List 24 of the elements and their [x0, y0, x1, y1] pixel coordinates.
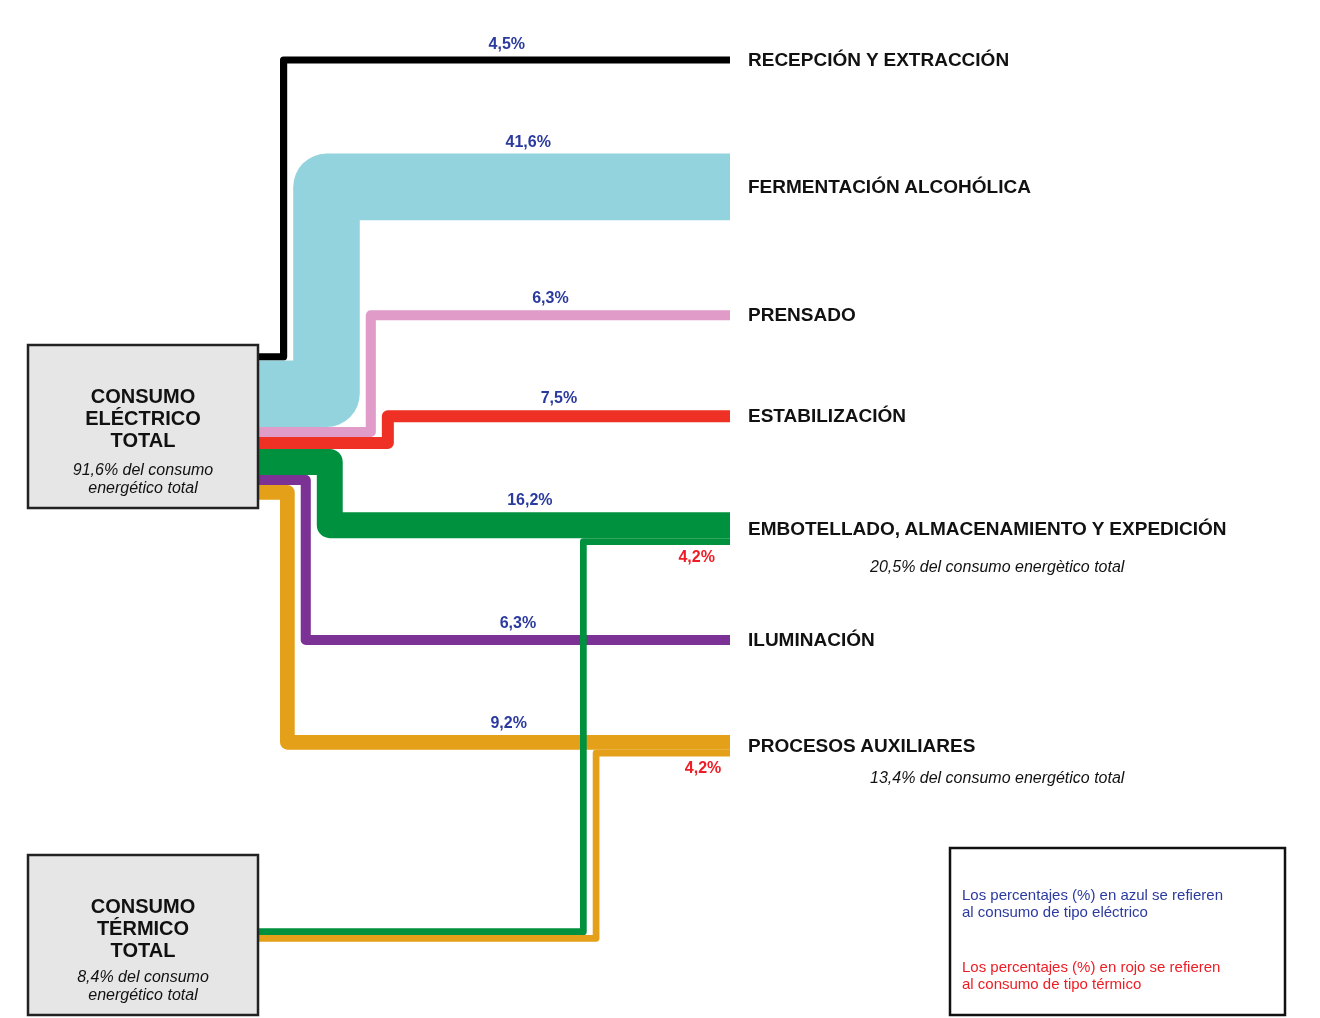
- data-label: 41,6%: [505, 132, 551, 150]
- category-label: ESTABILIZACIÓN: [748, 405, 906, 427]
- data-label: 6,3%: [532, 289, 569, 307]
- data-label: 7,5%: [540, 389, 578, 407]
- text: 13,4% del consumo energético total: [870, 769, 1125, 787]
- category-label: RECEPCIÓN Y EXTRACCIÓN: [748, 49, 1010, 70]
- text: 91,6% del consumo energético total: [72, 461, 214, 496]
- data-label: 16,2%: [507, 491, 553, 509]
- text: CONSUMO TÉRMICO TOTAL: [90, 895, 196, 961]
- category-label: PROCESOS AUXILIARES: [748, 734, 976, 756]
- text: CONSUMO ELÉCTRICO TOTAL: [85, 385, 201, 451]
- data-label: 6,3%: [499, 613, 537, 631]
- text: Los percentajes (%) en azul se refieren al consumo de tipo eléctrico: [962, 886, 1223, 920]
- data-label: 4,2%: [678, 547, 715, 565]
- data-label: 4,2%: [684, 759, 722, 777]
- text: Los percentajes (%) en rojo se refieren al consumo de tipo térmico: [962, 958, 1221, 992]
- data-label: 4,5%: [488, 35, 526, 53]
- text: 20,5% del consumo energètico total: [870, 557, 1125, 575]
- data-label: 9,2%: [490, 713, 527, 731]
- category-label: ILUMINACIÓN: [748, 628, 875, 650]
- text: 8,4% del consumo energético total: [77, 968, 209, 1003]
- category-label: FERMENTACIÓN ALCOHÓLICA: [748, 175, 1032, 197]
- category-label: EMBOTELLADO, ALMACENAMIENTO Y EXPEDICIÓN: [748, 517, 1227, 539]
- category-label: PRENSADO: [748, 304, 856, 326]
